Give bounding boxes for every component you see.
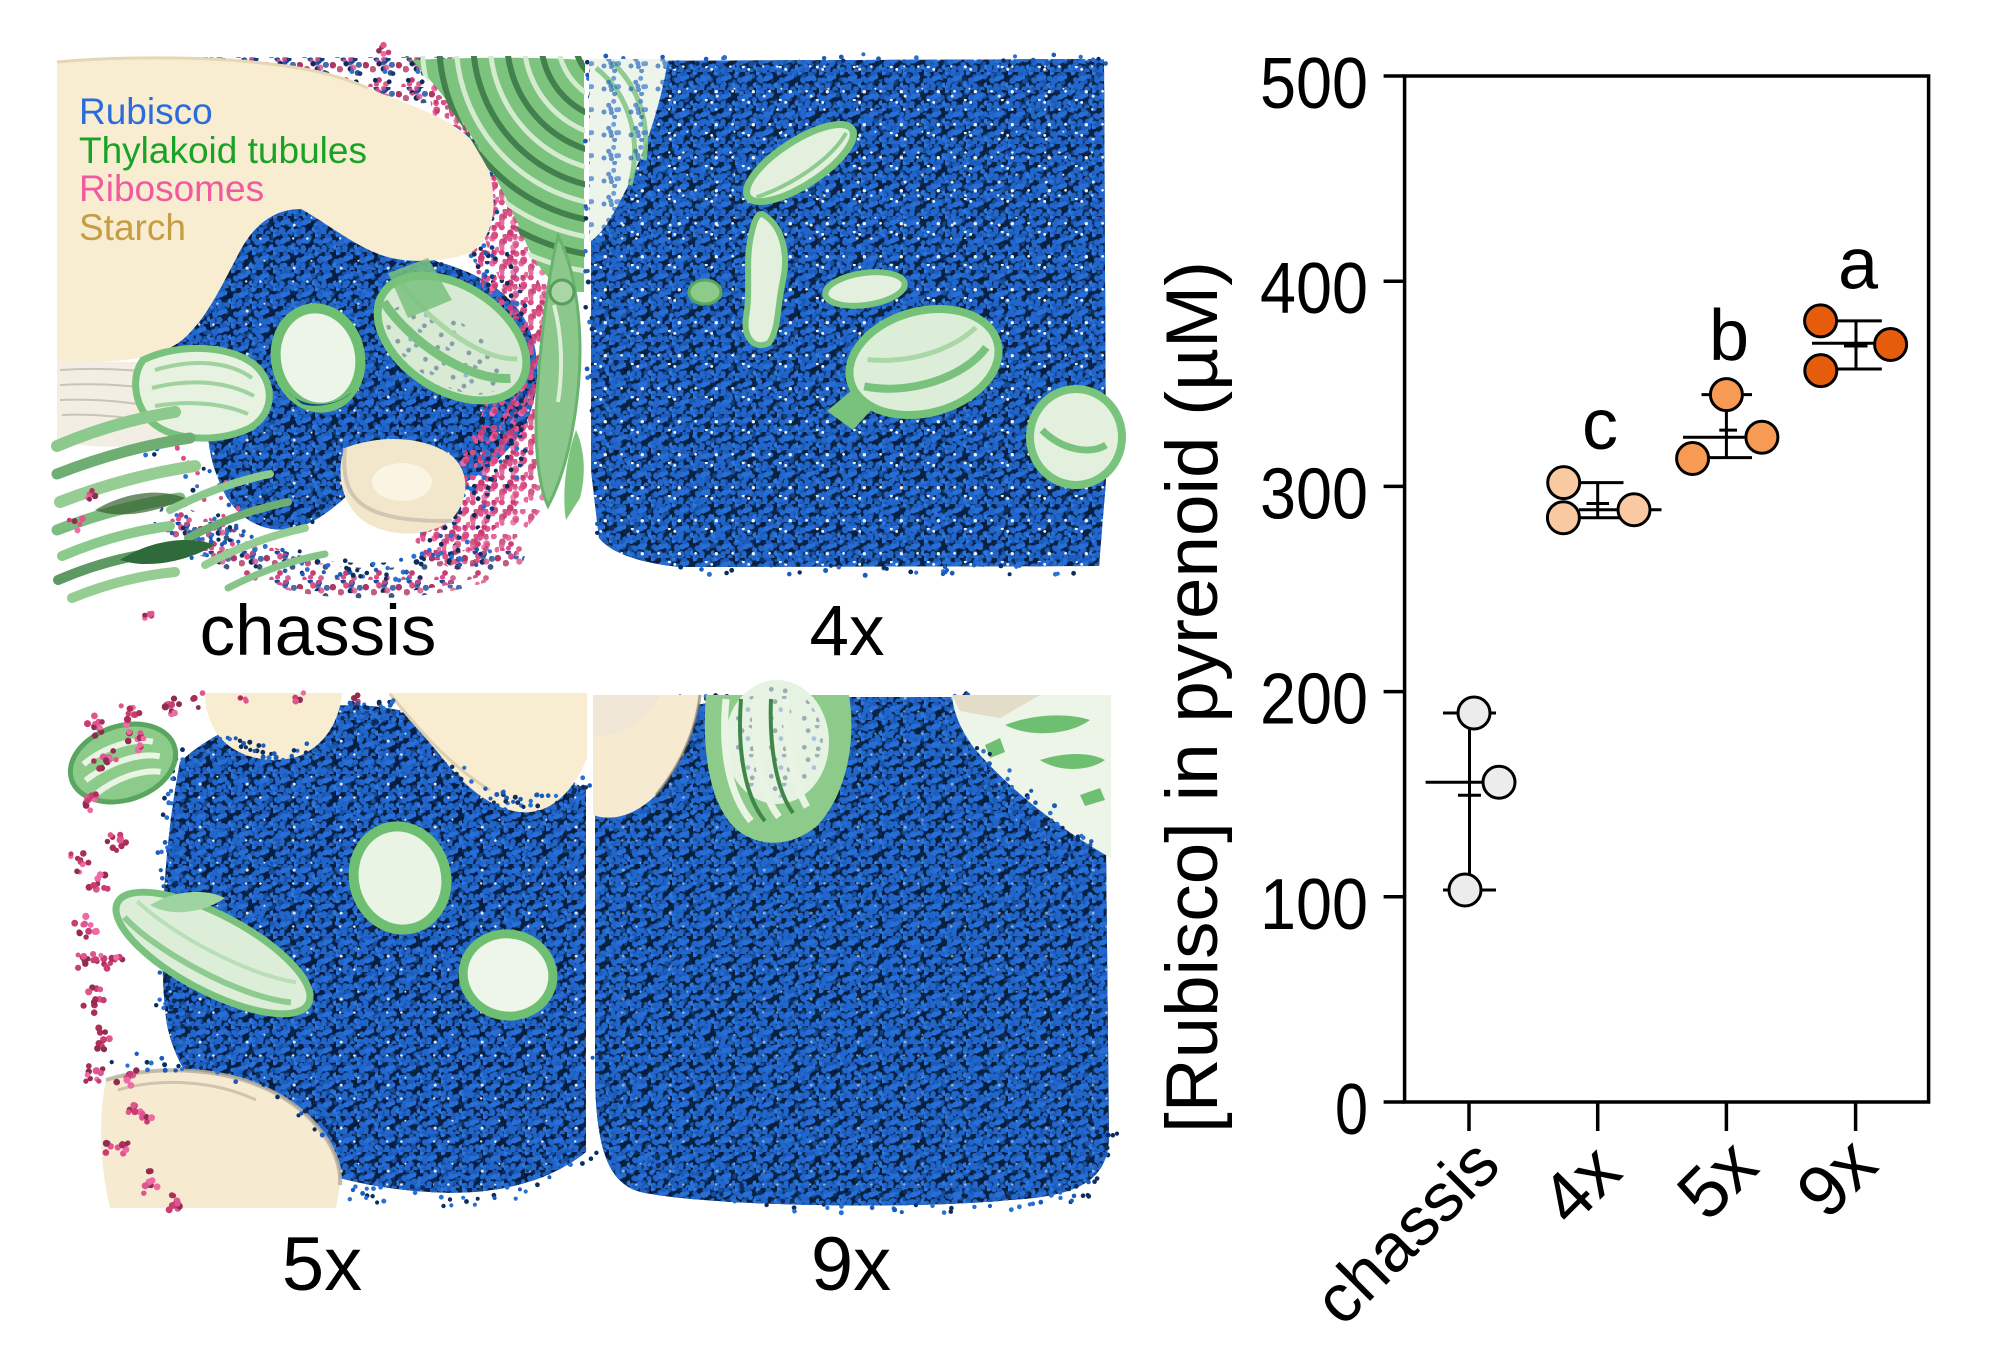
svg-text:500: 500 [1260, 44, 1368, 124]
svg-text:chassis: chassis [200, 592, 437, 671]
svg-text:400: 400 [1260, 249, 1368, 329]
svg-text:[Rubisco] in pyrenoid (µM): [Rubisco] in pyrenoid (µM) [1152, 261, 1233, 1133]
svg-text:a: a [1838, 225, 1879, 305]
svg-text:9x: 9x [1782, 1123, 1892, 1233]
svg-text:4x: 4x [1526, 1130, 1636, 1240]
svg-text:300: 300 [1260, 454, 1368, 534]
svg-text:5x: 5x [282, 1222, 362, 1307]
svg-text:Rubisco: Rubisco [79, 91, 213, 132]
svg-text:Thylakoid tubules: Thylakoid tubules [79, 130, 367, 171]
svg-text:200: 200 [1260, 660, 1368, 740]
svg-text:c: c [1582, 385, 1618, 465]
svg-text:Starch: Starch [79, 207, 186, 248]
svg-text:chassis: chassis [1300, 1125, 1514, 1339]
svg-text:100: 100 [1260, 865, 1368, 945]
svg-text:5x: 5x [1662, 1125, 1772, 1235]
svg-text:b: b [1709, 296, 1749, 376]
svg-text:4x: 4x [810, 592, 885, 671]
svg-text:Ribosomes: Ribosomes [79, 168, 264, 209]
svg-text:0: 0 [1335, 1070, 1368, 1150]
svg-text:9x: 9x [811, 1222, 891, 1307]
